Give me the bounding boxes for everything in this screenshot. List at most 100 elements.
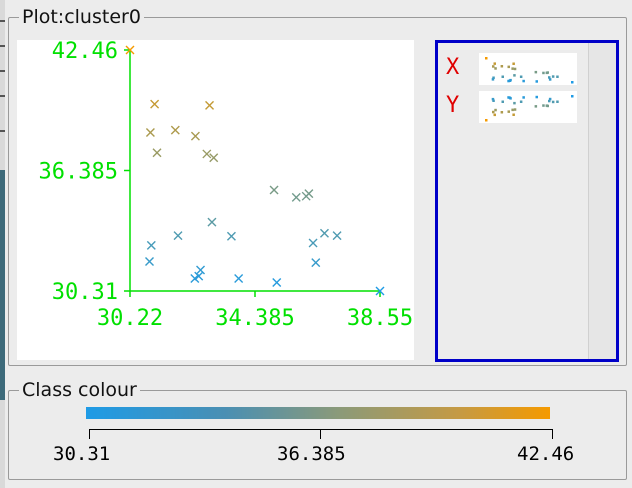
thumbnail-x-plot — [485, 57, 574, 84]
x-tick-label: 34.385 — [215, 306, 294, 331]
thumbnail-point — [491, 78, 495, 81]
thumbnail-point — [545, 71, 549, 75]
thumbnail-point — [513, 67, 517, 71]
edge-mark — [0, 45, 5, 47]
edge-mark — [0, 95, 5, 97]
edge-mark — [0, 70, 5, 72]
x-tick-label: 38.55 — [347, 306, 413, 331]
thumbnail-point — [500, 65, 504, 68]
data-point — [202, 149, 212, 159]
thumbnail-point — [522, 96, 525, 99]
data-point — [272, 277, 282, 287]
thumbnail-point — [512, 62, 515, 65]
thumbnail-point — [551, 100, 555, 104]
data-point — [145, 128, 155, 138]
thumbnail-point — [493, 62, 496, 65]
data-point — [150, 99, 160, 109]
thumbnail-point — [508, 79, 512, 82]
data-point — [301, 191, 311, 201]
thumbnail-point — [548, 76, 551, 79]
edge-mark — [0, 130, 5, 132]
data-point — [146, 240, 156, 250]
thumbnail-point — [535, 80, 538, 83]
background-window-strip — [0, 170, 5, 400]
edge-mark — [0, 20, 5, 22]
data-point — [125, 45, 135, 55]
y-tick-label: 36.385 — [39, 160, 118, 185]
data-point — [332, 231, 342, 241]
scale-tick-mid — [320, 429, 321, 439]
data-point — [170, 125, 180, 135]
plot-panel-title: Plot:cluster0 — [19, 6, 144, 28]
matrix-label-x[interactable]: X — [446, 55, 460, 80]
data-point — [196, 265, 206, 275]
thumbnail-point — [493, 113, 496, 117]
thumbnail-point — [507, 79, 510, 83]
thumbnail-point — [492, 99, 495, 102]
thumbnail-point — [513, 74, 516, 77]
thumbnail-x[interactable] — [479, 53, 577, 85]
thumbnail-point — [512, 113, 515, 116]
thumbnail-point — [494, 67, 497, 70]
scale-label-mid: 36.385 — [277, 443, 346, 465]
thumbnail-point — [511, 108, 514, 112]
data-point — [190, 131, 200, 141]
thumbnail-point — [542, 71, 545, 75]
thumbnail-point — [548, 97, 552, 101]
thumbnail-point — [571, 95, 574, 98]
thumbnail-point — [491, 97, 495, 101]
data-point — [145, 256, 155, 266]
thumbnail-point — [485, 119, 488, 122]
data-point — [311, 258, 321, 268]
thumbnail-y[interactable] — [479, 91, 577, 123]
scatter-plot[interactable]: 30.31 36.385 42.46 30.22 34.385 38.55 — [17, 40, 414, 360]
scale-label-min: 30.31 — [53, 443, 111, 465]
thumbnail-point — [534, 105, 538, 108]
colour-gradient-bar — [86, 407, 550, 419]
scale-label-max: 42.46 — [517, 443, 575, 465]
thumbnail-point — [545, 104, 549, 107]
thumbnail-point — [548, 78, 552, 81]
thumbnail-point — [501, 75, 504, 78]
window-left-edge — [0, 0, 5, 488]
thumbnail-point — [556, 100, 559, 103]
thumbnail-point — [519, 75, 523, 78]
thumbnail-point — [501, 100, 504, 103]
scatter-matrix-panel[interactable]: X Y — [435, 40, 619, 362]
scale-tick-max — [552, 429, 553, 439]
data-point — [269, 185, 279, 195]
data-point — [226, 231, 236, 241]
thumbnail-point — [551, 75, 555, 78]
data-point — [152, 148, 162, 158]
data-point — [375, 286, 385, 296]
thumbnail-point — [508, 96, 512, 99]
data-point — [308, 238, 318, 248]
thumbnail-point — [542, 104, 545, 107]
class-colour-panel: Class colour 30.31 36.385 42.46 — [8, 379, 627, 480]
data-point — [207, 217, 217, 227]
matrix-scrollbar[interactable] — [588, 43, 616, 359]
y-tick-label: 30.31 — [52, 280, 118, 305]
colour-scale-line — [89, 429, 553, 430]
data-point — [319, 228, 329, 238]
thumbnail-point — [507, 65, 510, 69]
data-point — [205, 100, 215, 110]
thumbnail-point — [485, 57, 488, 60]
x-tick-label: 30.22 — [97, 306, 163, 331]
thumbnail-point — [534, 70, 538, 74]
data-point — [291, 192, 301, 202]
data-point — [190, 274, 200, 283]
thumbnail-point — [513, 101, 516, 105]
thumbnail-y-plot — [485, 95, 574, 122]
thumbnail-point — [507, 110, 510, 113]
thumbnail-point — [494, 108, 497, 112]
scale-tick-min — [89, 429, 90, 439]
plot-panel: Plot:cluster0 30.31 36.385 42.46 30.22 34.38… — [8, 6, 627, 366]
thumbnail-point — [500, 111, 504, 114]
thumbnail-point — [571, 81, 574, 84]
scatter-plot-area[interactable]: 30.31 36.385 42.46 30.22 34.385 38.55 — [17, 40, 414, 360]
matrix-label-y[interactable]: Y — [446, 93, 460, 118]
class-colour-title: Class colour — [19, 379, 140, 401]
data-point — [209, 153, 219, 163]
thumbnail-point — [522, 79, 525, 83]
